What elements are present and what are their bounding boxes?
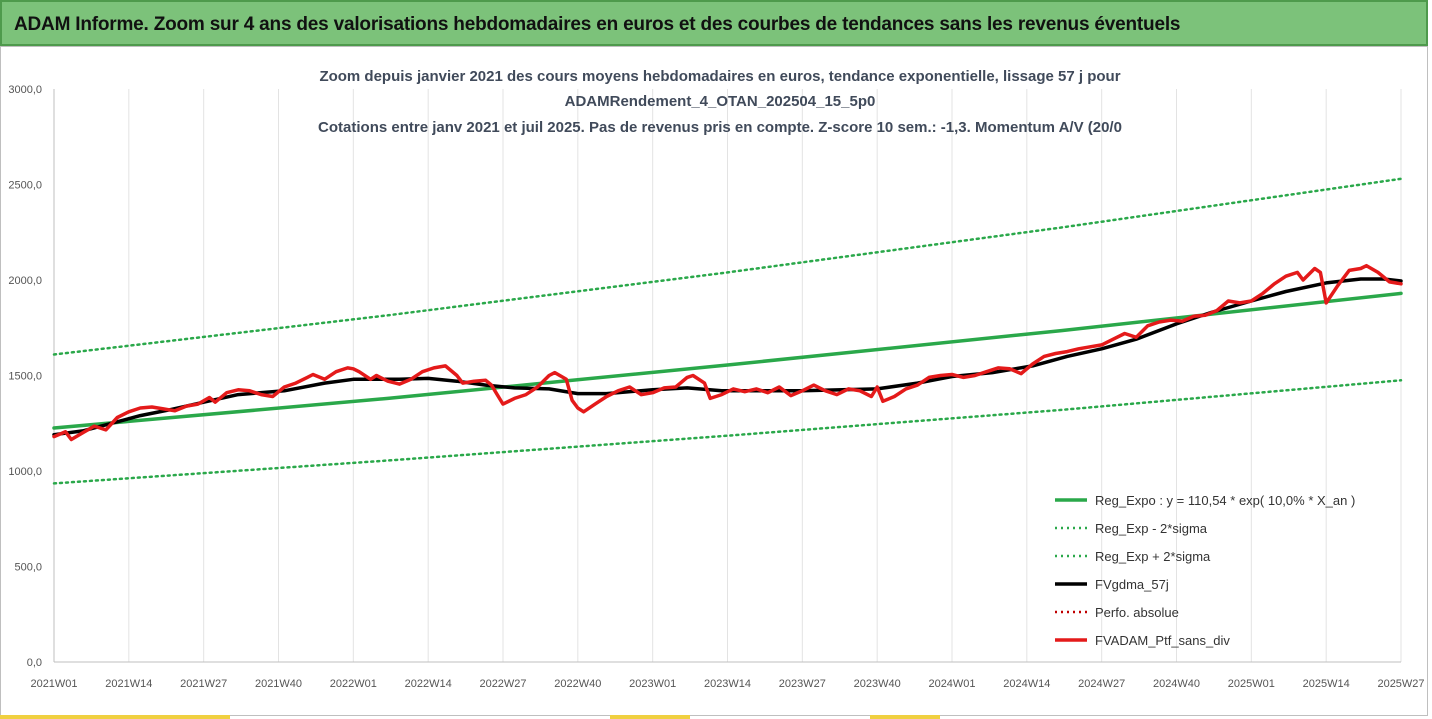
- frame-accent-right: [870, 715, 940, 719]
- x-tick-label: 2025W27: [1377, 678, 1424, 690]
- chart-title-line-2: ADAMRendement_4_OTAN_202504_15_5p0: [565, 93, 876, 110]
- x-tick-label: 2021W27: [180, 678, 227, 690]
- x-tick-label: 2025W14: [1303, 678, 1350, 690]
- legend-label: Perfo. absolue: [1095, 605, 1179, 620]
- chart-title-line-3: Cotations entre janv 2021 et juil 2025. …: [318, 119, 1122, 136]
- x-tick-label: 2025W01: [1228, 678, 1275, 690]
- series-line-2: [52, 177, 1403, 356]
- x-tick-label: 2023W27: [779, 678, 826, 690]
- series-lines: [52, 177, 1403, 485]
- legend-label: FVADAM_Ptf_sans_div: [1095, 633, 1230, 648]
- x-tick-label: 2021W40: [255, 678, 302, 690]
- report-title: ADAM Informe. Zoom sur 4 ans des valoris…: [14, 14, 1181, 35]
- series-line-1: [52, 379, 1403, 485]
- y-tick-label: 2000,0: [8, 275, 42, 287]
- legend-label: FVgdma_57j: [1095, 577, 1169, 592]
- x-tick-label: 2022W40: [554, 678, 601, 690]
- chart-title-line-1: Zoom depuis janvier 2021 des cours moyen…: [319, 68, 1120, 85]
- frame-accent-mid: [610, 715, 690, 719]
- y-tick-label: 500,0: [14, 562, 42, 574]
- y-axis: 0,0 500,0 1000,0 1500,0 2000,0 2500,0 3000,0: [8, 84, 55, 669]
- x-tick-label: 2024W01: [928, 678, 975, 690]
- x-tick-label: 2024W14: [1003, 678, 1050, 690]
- series-line-0: [52, 291, 1403, 430]
- x-tick-label: 2024W40: [1153, 678, 1200, 690]
- grid-lines: [53, 89, 1402, 662]
- legend-label: Reg_Exp + 2*sigma: [1095, 549, 1211, 564]
- y-tick-label: 1000,0: [8, 466, 42, 478]
- x-tick-label: 2023W40: [854, 678, 901, 690]
- legend-label: Reg_Expo : y = 110,54 * exp( 10,0% * X_a…: [1095, 493, 1355, 508]
- x-tick-label: 2023W01: [629, 678, 676, 690]
- x-tick-label: 2022W27: [479, 678, 526, 690]
- y-tick-label: 3000,0: [8, 84, 42, 96]
- frame-accent-left: [0, 715, 230, 719]
- x-tick-label: 2022W01: [330, 678, 377, 690]
- x-axis: 2021W01 2021W14 2021W27 2021W40 2022W01 2022W…: [30, 661, 1425, 690]
- series-line-5: [52, 263, 1403, 442]
- y-tick-label: 2500,0: [8, 180, 42, 192]
- y-tick-label: 1500,0: [8, 371, 42, 383]
- report-banner: ADAM Informe. Zoom sur 4 ans des valoris…: [0, 0, 1428, 46]
- x-tick-label: 2023W14: [704, 678, 751, 690]
- x-tick-label: 2024W27: [1078, 678, 1125, 690]
- y-tick-label: 0,0: [27, 657, 42, 669]
- x-tick-label: 2022W14: [405, 678, 452, 690]
- x-tick-label: 2021W01: [30, 678, 77, 690]
- chart-frame: [0, 46, 1428, 716]
- x-tick-label: 2021W14: [105, 678, 152, 690]
- legend: Reg_Expo : y = 110,54 * exp( 10,0% * X_a…: [1055, 493, 1355, 648]
- legend-label: Reg_Exp - 2*sigma: [1095, 521, 1208, 536]
